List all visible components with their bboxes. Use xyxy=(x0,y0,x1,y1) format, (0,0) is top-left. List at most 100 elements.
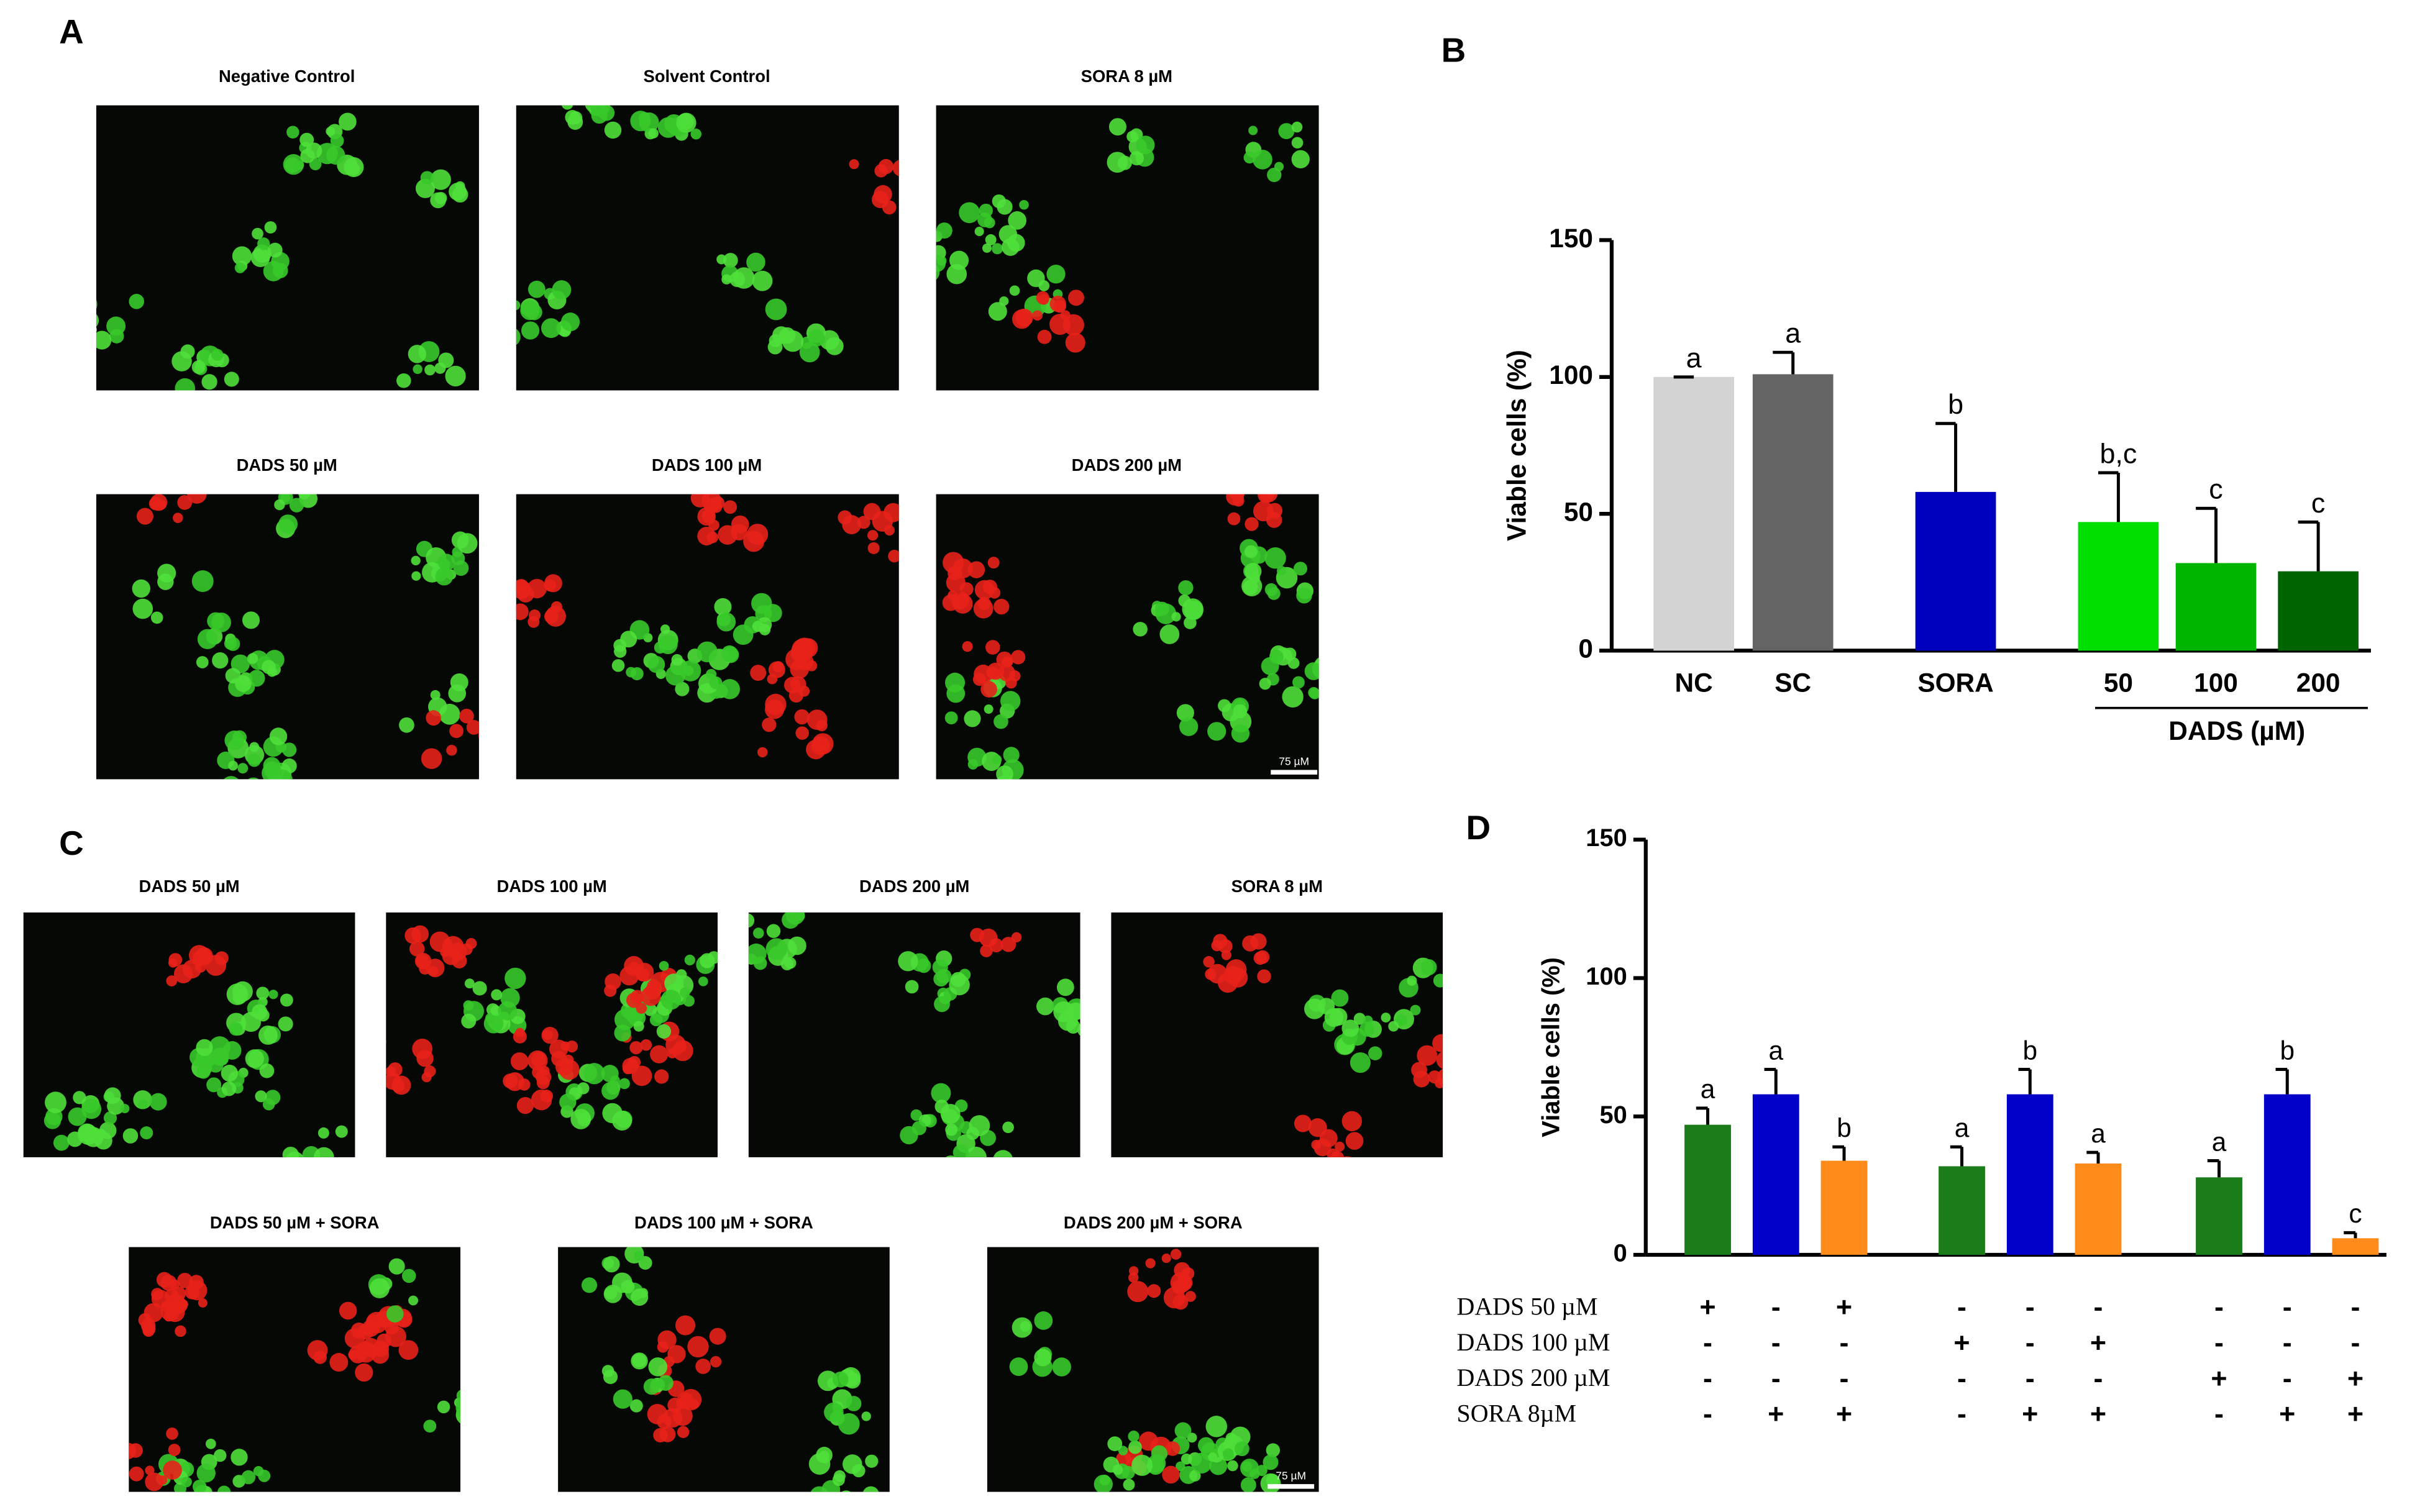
cell xyxy=(698,977,708,986)
cell xyxy=(1236,479,1249,493)
cell xyxy=(429,966,439,976)
cells xyxy=(129,1258,460,1492)
cell xyxy=(629,1041,643,1055)
cell xyxy=(657,1375,674,1391)
cell xyxy=(931,1083,951,1103)
cell xyxy=(1343,1156,1352,1157)
cell xyxy=(943,552,964,573)
cell xyxy=(516,585,528,597)
cell xyxy=(1094,1475,1113,1492)
significance-letter: b xyxy=(1948,388,1963,420)
cells xyxy=(43,945,348,1157)
cell xyxy=(1458,983,1478,1003)
cell xyxy=(1008,211,1026,230)
cell xyxy=(528,1050,548,1071)
cell xyxy=(1437,1068,1443,1087)
cell xyxy=(626,667,637,678)
cells xyxy=(68,112,468,391)
cell xyxy=(129,1442,136,1460)
cell xyxy=(85,339,95,349)
cell xyxy=(1222,1448,1234,1460)
cells xyxy=(581,1247,879,1492)
treatment-sign: + xyxy=(2090,1327,2106,1359)
cell xyxy=(649,1013,663,1027)
cell xyxy=(1245,545,1258,558)
treatment-sign: + xyxy=(1699,1291,1715,1323)
cell xyxy=(892,160,899,176)
cell xyxy=(1128,1440,1142,1454)
cell xyxy=(449,183,467,201)
cell xyxy=(984,217,995,229)
cell xyxy=(149,1093,167,1111)
cell xyxy=(129,1466,144,1482)
treatment-label: SORA 8µM xyxy=(1457,1400,1577,1428)
significance-letter: c xyxy=(2209,473,2222,505)
cell xyxy=(1436,1051,1443,1069)
cell xyxy=(949,974,970,996)
cell xyxy=(74,333,95,354)
cell xyxy=(936,222,952,239)
cell xyxy=(267,667,277,677)
treatment-sign: - xyxy=(2094,1362,2103,1394)
y-tick-label: 100 xyxy=(1586,963,1627,990)
cell xyxy=(68,291,81,304)
cell xyxy=(434,191,447,204)
panel-label: D xyxy=(1466,808,1491,847)
treatment-sign: - xyxy=(1840,1327,1849,1359)
cell xyxy=(1274,162,1284,171)
cell xyxy=(516,300,521,311)
cell xyxy=(620,631,637,648)
cell xyxy=(264,221,277,234)
cell xyxy=(53,1134,70,1151)
cell xyxy=(355,1341,377,1363)
cell xyxy=(1172,1279,1187,1295)
cell xyxy=(932,959,948,975)
treatment-sign: + xyxy=(2211,1362,2227,1394)
cell xyxy=(175,378,196,391)
cell xyxy=(286,125,299,139)
cell xyxy=(1287,657,1300,669)
cell xyxy=(1147,1284,1161,1298)
cell xyxy=(437,1400,450,1414)
cell xyxy=(438,352,454,368)
bar xyxy=(1653,376,1734,651)
cell xyxy=(1052,1357,1071,1377)
y-tick-label: 150 xyxy=(1549,224,1593,253)
cell xyxy=(1263,1454,1279,1470)
cell xyxy=(979,203,993,218)
cell xyxy=(335,1125,348,1138)
cell xyxy=(1182,598,1204,620)
cell xyxy=(605,973,621,990)
cell xyxy=(612,1111,633,1131)
cell xyxy=(987,662,1005,680)
cell xyxy=(205,1438,216,1449)
cells xyxy=(1009,1249,1281,1492)
cell xyxy=(750,665,767,681)
cell xyxy=(224,776,239,780)
cell xyxy=(181,1476,192,1488)
cell xyxy=(282,1146,299,1157)
cell xyxy=(191,570,214,592)
cell xyxy=(559,1093,577,1111)
cell xyxy=(865,1454,879,1468)
cell xyxy=(516,603,529,621)
cell xyxy=(965,1146,987,1157)
cell xyxy=(138,1099,148,1109)
cell xyxy=(1259,678,1271,690)
cell xyxy=(294,160,304,171)
cell xyxy=(613,1389,633,1409)
cell xyxy=(849,159,859,170)
cell xyxy=(1413,1070,1430,1088)
image-caption: Negative Control xyxy=(219,66,355,86)
cell xyxy=(1395,1014,1407,1026)
cell xyxy=(439,703,460,725)
cell xyxy=(516,329,521,345)
cell xyxy=(1241,575,1263,597)
cell xyxy=(838,1413,860,1435)
image-caption: Solvent Control xyxy=(643,66,770,86)
cell xyxy=(657,117,679,138)
cell xyxy=(1248,125,1258,135)
cell xyxy=(250,248,270,267)
cell xyxy=(902,260,913,271)
cell xyxy=(1179,717,1199,736)
